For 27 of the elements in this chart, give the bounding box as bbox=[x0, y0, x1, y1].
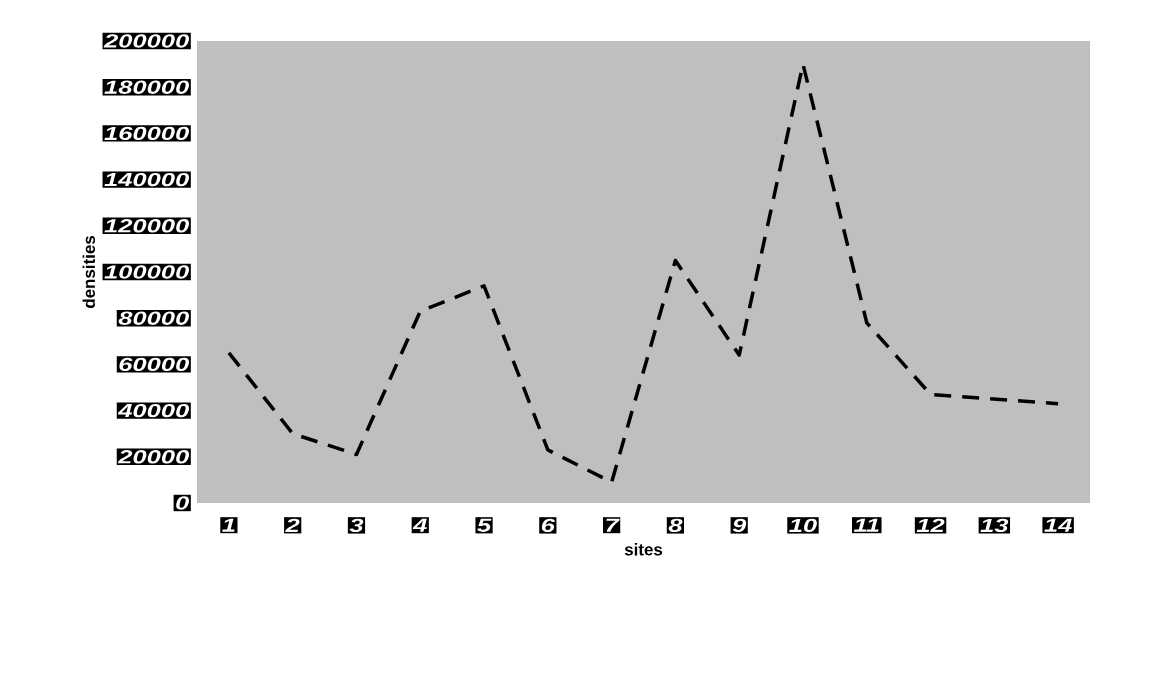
y-axis-title: densities bbox=[82, 235, 96, 309]
y-tick-label: 120000 bbox=[104, 219, 190, 233]
y-tick-label: 100000 bbox=[104, 265, 190, 279]
y-tick-label: 160000 bbox=[104, 126, 190, 141]
y-tick-label: 60000 bbox=[119, 357, 190, 372]
x-tick-label: 3 bbox=[349, 518, 364, 533]
x-tick-label: 5 bbox=[477, 518, 492, 532]
y-tick-label: 140000 bbox=[104, 172, 190, 187]
x-tick-label: 10 bbox=[789, 518, 817, 533]
y-tick-label: 180000 bbox=[104, 80, 190, 94]
x-tick-label: 1 bbox=[222, 518, 235, 532]
x-tick-label: 12 bbox=[916, 518, 945, 532]
x-tick-label: 2 bbox=[285, 518, 300, 532]
x-tick-label: 6 bbox=[541, 518, 556, 533]
x-tick-label: 14 bbox=[1044, 518, 1072, 532]
y-tick-label: 0 bbox=[176, 496, 190, 510]
y-tick-label: 80000 bbox=[118, 311, 190, 325]
x-tick-label: 8 bbox=[668, 518, 683, 533]
x-tick-label: 7 bbox=[606, 518, 620, 532]
x-tick-label: 13 bbox=[980, 518, 1009, 533]
x-tick-label: 9 bbox=[732, 518, 747, 533]
x-tick-label: 11 bbox=[853, 518, 879, 532]
x-axis-title: sites bbox=[624, 543, 663, 556]
y-tick-label: 40000 bbox=[117, 403, 190, 418]
y-tick-label: 200000 bbox=[103, 34, 190, 48]
x-tick-label: 4 bbox=[412, 518, 427, 532]
y-tick-label: 20000 bbox=[117, 450, 190, 464]
